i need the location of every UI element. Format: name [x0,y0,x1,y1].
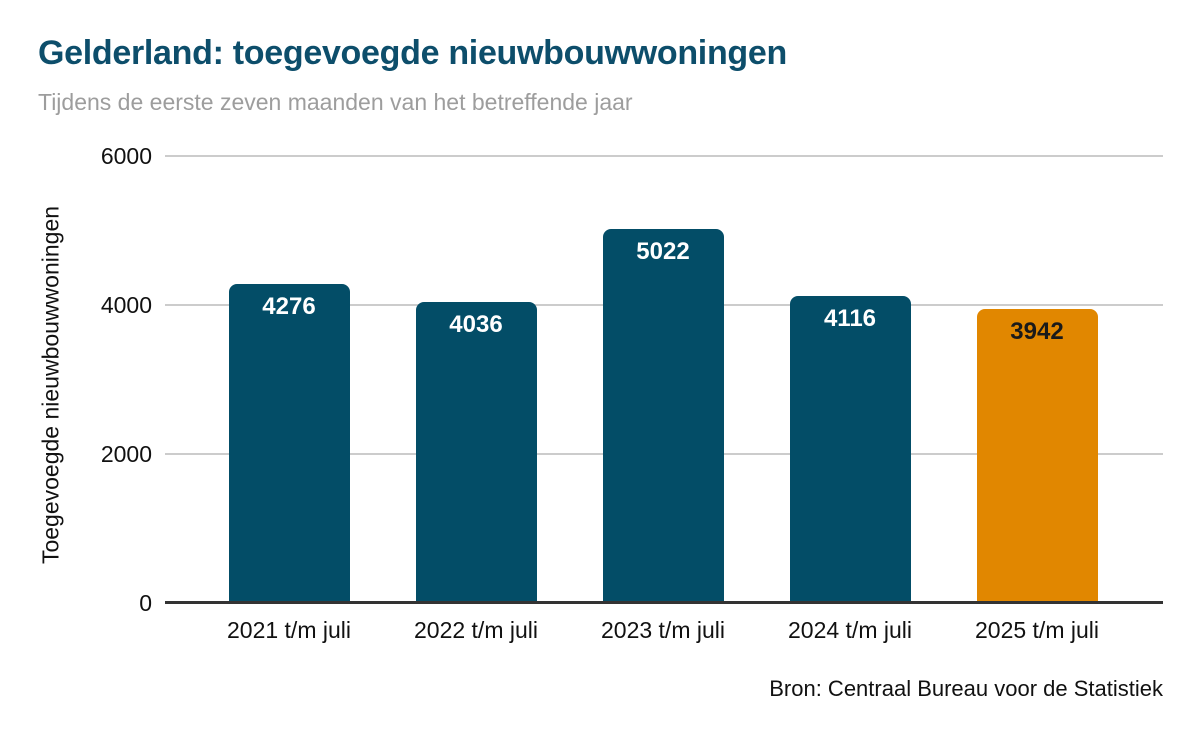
bar-2021: 4276 [228,284,350,603]
y-tick-label-4000: 4000 [100,292,152,318]
chart-title: Gelderland: toegevoegde nieuwbouwwoninge… [38,34,787,72]
y-tick-label-0: 0 [139,590,152,616]
x-tick-label-2023: 2023 t/m juli [600,617,725,643]
bar-2025: 3942 [976,309,1098,603]
source-note: Bron: Centraal Bureau voor de Statistiek [769,676,1163,701]
x-tick-label-2021: 2021 t/m juli [226,617,351,643]
y-tick-label-6000: 6000 [100,143,152,169]
chart-subtitle: Tijdens de eerste zeven maanden van het … [38,89,633,115]
y-tick-label-2000: 2000 [100,441,152,467]
bar-2022: 4036 [415,302,537,603]
bar-2023: 5022 [602,229,724,603]
gridline-6000 [165,155,1163,157]
plot-area: 4276 4036 5022 4116 3942 [165,155,1163,604]
bar-2024: 4116 [789,296,911,603]
bar-value-label: 3942 [1010,318,1064,345]
bar-value-label: 4276 [262,293,316,320]
bar-value-label: 4116 [823,305,877,332]
x-axis-line [165,601,1163,604]
y-axis-title: Toegevoegde nieuwbouwwoningen [37,205,64,565]
x-tick-label-2025: 2025 t/m juli [974,617,1099,643]
x-tick-label-2024: 2024 t/m juli [787,617,912,643]
x-tick-label-2022: 2022 t/m juli [413,617,538,643]
bar-value-label: 4036 [449,311,503,338]
bar-value-label: 5022 [636,238,690,265]
